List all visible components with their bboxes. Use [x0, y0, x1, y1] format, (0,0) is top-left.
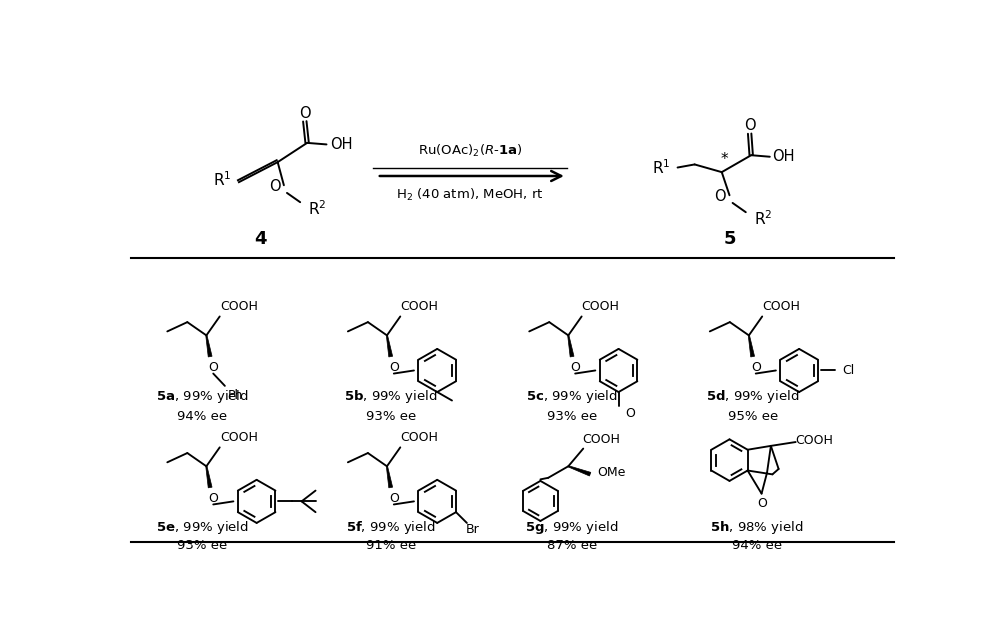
Text: Ph: Ph [228, 389, 243, 402]
Text: COOH: COOH [400, 300, 438, 313]
Text: 5: 5 [723, 230, 736, 248]
Text: $\mathbf{5e}$, 99% yield: $\mathbf{5e}$, 99% yield [156, 520, 249, 536]
Text: 95% ee: 95% ee [728, 410, 778, 423]
Text: 93% ee: 93% ee [177, 539, 228, 552]
Text: $\mathbf{5c}$, 99% yield: $\mathbf{5c}$, 99% yield [526, 389, 618, 406]
Text: $\mathbf{5f}$, 99% yield: $\mathbf{5f}$, 99% yield [346, 520, 436, 536]
Text: *: * [720, 151, 728, 167]
Text: O: O [208, 492, 218, 505]
Text: COOH: COOH [762, 300, 800, 313]
Text: 93% ee: 93% ee [366, 410, 416, 423]
Polygon shape [748, 336, 755, 357]
Text: $\mathbf{5b}$, 99% yield: $\mathbf{5b}$, 99% yield [344, 389, 438, 406]
Text: Br: Br [466, 523, 480, 536]
Text: COOH: COOH [795, 434, 833, 447]
Text: OMe: OMe [598, 466, 626, 479]
Text: R$^2$: R$^2$ [754, 210, 772, 228]
Text: 94% ee: 94% ee [177, 410, 228, 423]
Text: O: O [744, 118, 755, 133]
Polygon shape [568, 336, 574, 357]
Text: 4: 4 [254, 230, 267, 248]
Text: COOH: COOH [583, 433, 620, 446]
Text: O: O [299, 106, 311, 121]
Polygon shape [386, 336, 393, 357]
Text: O: O [208, 361, 218, 374]
Text: 94% ee: 94% ee [732, 539, 782, 552]
Text: O: O [714, 189, 726, 204]
Text: $\mathbf{5g}$, 99% yield: $\mathbf{5g}$, 99% yield [525, 520, 619, 536]
Text: COOH: COOH [582, 300, 620, 313]
Text: R$^2$: R$^2$ [308, 200, 326, 218]
Polygon shape [206, 466, 212, 488]
Text: $\mathbf{5d}$, 99% yield: $\mathbf{5d}$, 99% yield [706, 389, 799, 406]
Text: O: O [625, 407, 635, 420]
Text: O: O [751, 361, 761, 374]
Text: O: O [570, 361, 580, 374]
Polygon shape [568, 466, 591, 476]
Text: 87% ee: 87% ee [547, 539, 597, 552]
Text: R$^1$: R$^1$ [213, 170, 231, 189]
Polygon shape [206, 336, 212, 357]
Text: H$_2$ (40 atm), MeOH, rt: H$_2$ (40 atm), MeOH, rt [396, 187, 544, 203]
Text: OH: OH [330, 137, 352, 152]
Text: $\mathbf{5h}$, 98% yield: $\mathbf{5h}$, 98% yield [710, 520, 803, 536]
Text: O: O [389, 492, 399, 505]
Text: O: O [389, 361, 399, 374]
Text: 93% ee: 93% ee [547, 410, 597, 423]
Text: R$^1$: R$^1$ [652, 158, 671, 177]
Text: COOH: COOH [400, 431, 438, 444]
Text: 91% ee: 91% ee [366, 539, 416, 552]
Text: Cl: Cl [843, 364, 855, 377]
Text: O: O [269, 179, 280, 194]
Text: O: O [757, 497, 767, 510]
Text: COOH: COOH [220, 431, 258, 444]
Text: OH: OH [772, 149, 795, 164]
Text: COOH: COOH [220, 300, 258, 313]
Text: $\mathbf{5a}$, 99% yield: $\mathbf{5a}$, 99% yield [156, 389, 249, 406]
Polygon shape [386, 466, 393, 488]
Text: Ru(OAc)$_2$($R$-$\mathbf{1a}$): Ru(OAc)$_2$($R$-$\mathbf{1a}$) [418, 143, 522, 160]
